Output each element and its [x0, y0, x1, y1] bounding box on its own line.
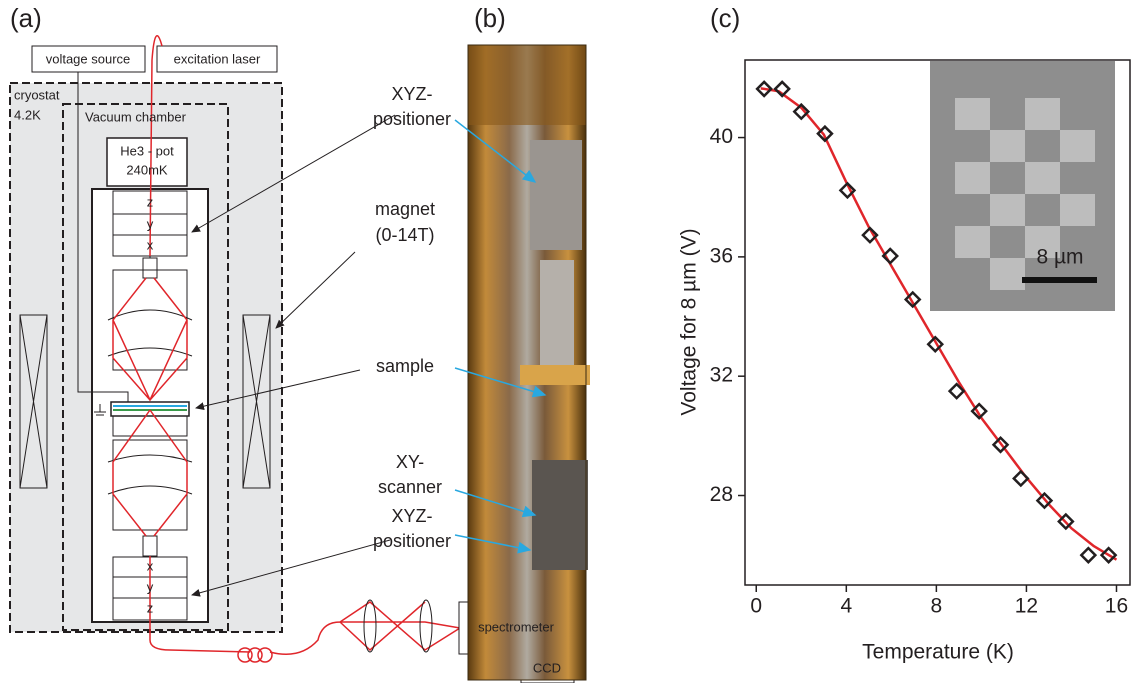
- x-axis-label: Temperature (K): [862, 641, 1014, 664]
- data-point: [1035, 491, 1054, 510]
- data-point: [1099, 546, 1118, 564]
- panel-label: (a): [10, 3, 42, 33]
- photo-label: XYZ-: [391, 84, 432, 104]
- box-label: spectrometer: [478, 619, 555, 634]
- data-point: [861, 226, 879, 244]
- inset-scale-label: 8 µm: [1036, 246, 1083, 269]
- photo-label: XYZ-: [391, 506, 432, 526]
- y-axis-label: Voltage for 8 µm (V): [678, 228, 701, 415]
- stage-label: x: [147, 237, 154, 252]
- y-tick-label: 28: [710, 483, 733, 506]
- y-tick-label: 40: [710, 125, 733, 148]
- sem-inset: [930, 61, 1115, 311]
- data-point: [1057, 512, 1075, 531]
- stage-label: x: [147, 558, 154, 573]
- data-point: [1012, 469, 1030, 488]
- fit-line: [760, 87, 1118, 561]
- stage-label: z: [147, 194, 154, 209]
- data-point: [838, 181, 857, 200]
- box-label: excitation laser: [174, 51, 261, 66]
- photo-label: XY-: [396, 452, 424, 472]
- x-tick-label: 16: [1105, 595, 1128, 618]
- photo-label: positioner: [373, 109, 451, 129]
- cryostat-label: cryostat: [14, 87, 60, 102]
- photo-label: sample: [376, 356, 434, 376]
- x-tick-label: 8: [931, 595, 943, 618]
- data-point: [991, 436, 1010, 454]
- setup-diagram: [9, 35, 575, 683]
- chamber-label: Vacuum chamber: [85, 109, 187, 124]
- plot-frame: [744, 59, 1131, 586]
- photo-label: (0-14T): [375, 225, 434, 245]
- data-point: [970, 402, 988, 420]
- cryostat-label: 4.2K: [14, 107, 41, 122]
- box-label: voltage source: [46, 51, 131, 66]
- y-tick-label: 36: [710, 244, 733, 267]
- stage-label: z: [147, 600, 154, 615]
- photo-arrows: [454, 119, 547, 554]
- data-point: [755, 80, 773, 98]
- x-tick-label: 4: [840, 595, 852, 618]
- photo-label: positioner: [373, 531, 451, 551]
- data-point: [926, 335, 945, 354]
- data-point: [1079, 546, 1098, 564]
- data-point: [903, 290, 922, 309]
- x-tick-label: 0: [750, 595, 762, 618]
- box-label: CCD: [533, 660, 561, 675]
- cryostat-photo: [467, 44, 590, 681]
- pot-label: He3 - pot: [120, 143, 174, 158]
- stage-label: y: [147, 216, 154, 231]
- x-tick-label: 12: [1015, 595, 1038, 618]
- y-tick-label: 32: [710, 364, 733, 387]
- panel-label: (b): [474, 3, 506, 33]
- photo-label: magnet: [375, 199, 435, 219]
- pot-label: 240mK: [126, 162, 168, 177]
- data-point: [773, 80, 791, 98]
- photo-label: scanner: [378, 477, 442, 497]
- data-point: [816, 124, 834, 143]
- data-point: [947, 382, 966, 400]
- data-point: [792, 102, 811, 121]
- stage-label: y: [147, 579, 154, 594]
- panel-label: (c): [710, 3, 740, 33]
- data-point: [881, 247, 899, 265]
